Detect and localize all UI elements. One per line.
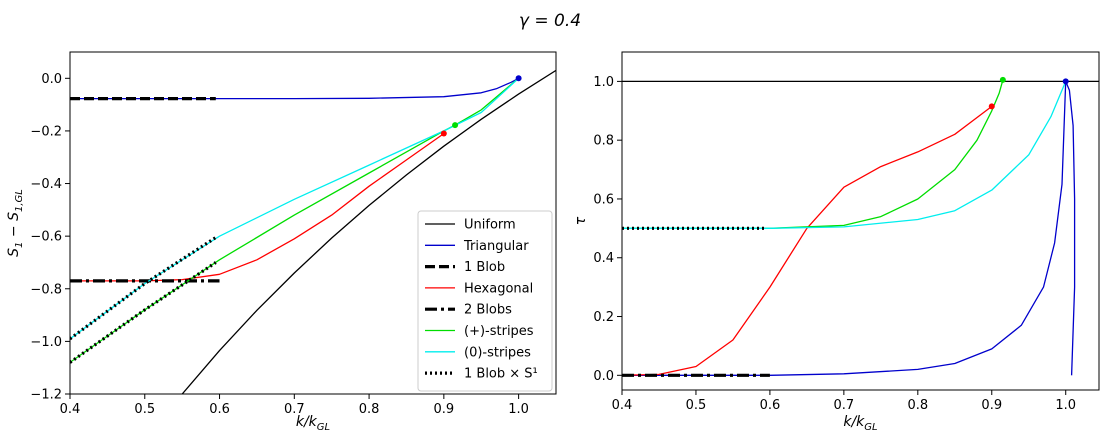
- series-line-3: [70, 133, 445, 282]
- legend-label: (+)-stripes: [464, 324, 534, 339]
- legend-label: Hexagonal: [464, 281, 533, 296]
- endpoint-marker-1: [988, 103, 995, 110]
- y-tick-label: 0.8: [593, 134, 614, 149]
- x-tick-label: 0.6: [760, 398, 781, 413]
- x-axis-label: k/kGL: [296, 414, 330, 433]
- x-tick-label: 0.7: [834, 398, 855, 413]
- x-tick-label: 0.4: [60, 402, 81, 417]
- y-tick-label: 0.2: [593, 310, 614, 325]
- series-line-8: [70, 236, 217, 341]
- x-tick-label: 1.0: [508, 402, 529, 417]
- x-tick-label: 0.8: [359, 402, 380, 417]
- figure-suptitle: γ = 0.4: [519, 11, 581, 31]
- left-panel: 0.4 0.5 0.6 0.7 0.8 0.9 1.0 −1.2 −1.0 −0.8 −0.6 −0.…: [6, 51, 557, 433]
- x-tick-label: 0.9: [981, 398, 1002, 413]
- axes-frame: [69, 51, 557, 395]
- legend-label: 2 Blobs: [464, 303, 512, 318]
- y-tick-label: 0.4: [593, 251, 614, 266]
- legend-label: Uniform: [464, 218, 516, 233]
- y-tick-label: 0.6: [593, 192, 614, 207]
- endpoint-marker-2: [999, 76, 1006, 83]
- x-tick-label: 1.0: [1055, 398, 1076, 413]
- x-tick-label: 0.6: [209, 402, 230, 417]
- endpoint-marker-1: [440, 130, 447, 137]
- endpoint-marker-0: [1062, 78, 1069, 85]
- legend-label: 1 Blob: [464, 260, 505, 275]
- endpoint-marker-2: [452, 122, 459, 129]
- y-tick-label: 1.0: [593, 75, 614, 90]
- y-tick-label: −0.6: [30, 230, 62, 245]
- series-group: [70, 69, 556, 394]
- legend: Uniform Triangular 1 Blob Hexagonal 2 Blobs (…: [417, 210, 553, 392]
- right-panel: 0.4 0.5 0.6 0.7 0.8 0.9 1.0 0.0 0.2 0.4 0.6 0.8 1.0 k…: [573, 51, 1100, 433]
- x-axis-label: k/kGL: [843, 414, 877, 433]
- series-line-1: [70, 77, 519, 100]
- series-group: [622, 76, 1099, 377]
- series-line-6: [70, 77, 520, 340]
- x-tick-label: 0.5: [134, 402, 155, 417]
- x-tick-label: 0.9: [434, 402, 455, 417]
- series-line-7: [70, 261, 217, 364]
- x-tick-label: 0.5: [686, 398, 707, 413]
- legend-label: 1 Blob × S¹: [464, 367, 538, 382]
- series-line-0: [181, 69, 556, 394]
- y-tick-label: −1.0: [30, 335, 62, 350]
- series-line-4: [622, 79, 1004, 229]
- series-line-2: [622, 105, 993, 376]
- endpoint-marker-0: [515, 75, 522, 82]
- y-tick-label: −1.2: [30, 388, 62, 403]
- y-tick-label: −0.4: [30, 177, 62, 192]
- y-tick-label: −0.8: [30, 282, 62, 297]
- y-tick-label: 0.0: [593, 369, 614, 384]
- y-tick-label: 0.0: [41, 72, 62, 87]
- y-tick-label: −0.2: [30, 124, 62, 139]
- series-line-5: [622, 81, 1067, 229]
- x-tick-label: 0.4: [612, 398, 633, 413]
- axes-frame: [621, 51, 1100, 391]
- series-line-1: [622, 80, 1076, 376]
- x-tick-label: 0.8: [907, 398, 928, 413]
- y-axis-label: τ: [573, 216, 589, 225]
- legend-label: (0)-stripes: [464, 345, 531, 360]
- legend-label: Triangular: [463, 239, 529, 254]
- x-tick-label: 0.7: [284, 402, 305, 417]
- y-axis-label: S1 − S1,GL: [6, 189, 25, 257]
